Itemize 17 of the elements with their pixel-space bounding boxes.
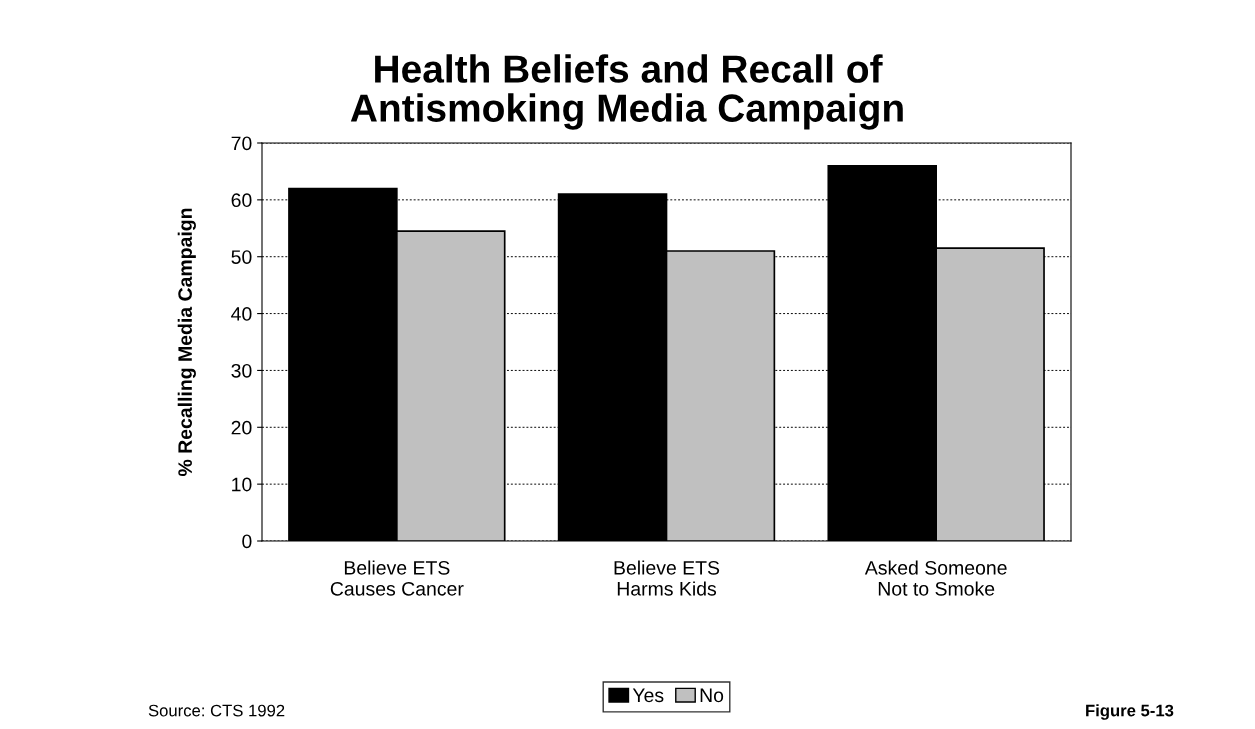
y-axis-title: % Recalling Media Campaign (177, 208, 196, 477)
y-tick-label: 10 (232, 477, 252, 492)
y-tick-label: 20 (231, 420, 252, 435)
y-tick-label: 40 (231, 307, 252, 321)
source-note: Source: CTS 1992 (148, 704, 285, 717)
chart-title: Health Beliefs and Recall of Antismoking Media Campaign (350, 54, 903, 130)
y-tick-label: 50 (231, 250, 252, 264)
legend-label: No (700, 688, 724, 703)
legend-label: Yes (632, 688, 664, 703)
caption: Figure 5-13 (1086, 704, 1174, 720)
x-tick-label: Believe ETS Causes Cancer (330, 560, 464, 596)
y-tick-label: 30 (231, 363, 252, 378)
y-tick-label: 60 (231, 193, 252, 208)
y-tick-label: 0 (242, 534, 252, 549)
y-tick-label: 70 (231, 136, 252, 151)
x-tick-label: Believe ETS Harms Kids (614, 560, 720, 596)
x-tick-label: Asked Someone Not to Smoke (864, 560, 1007, 596)
